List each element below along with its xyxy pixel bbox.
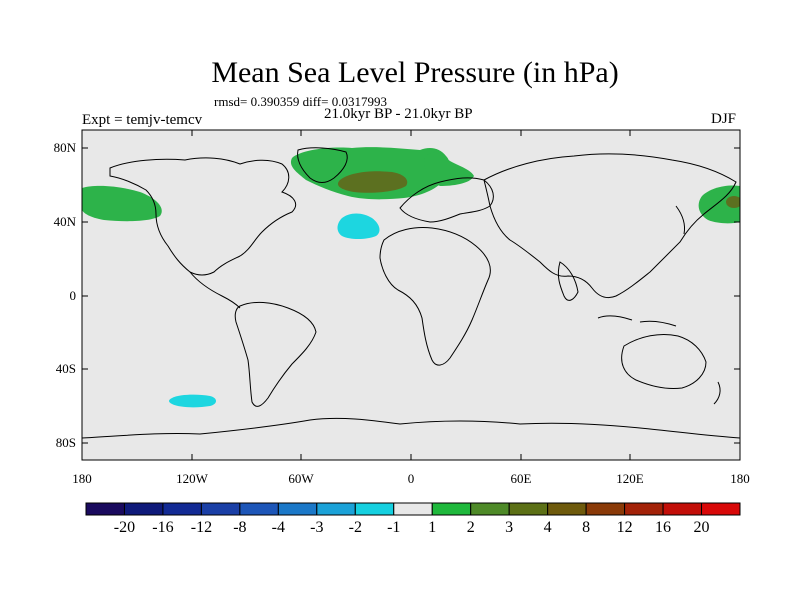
anomaly-scandinavia-lobe: [424, 152, 474, 186]
x-axis-ticks: [81, 130, 741, 460]
colorbar-box-2: [162, 502, 202, 516]
colorbar-box-15: [662, 502, 703, 516]
rmsd-diff-stats: rmsd= 0.390359 diff= 0.0317993: [214, 94, 387, 109]
colorbar-box-14: [624, 502, 664, 516]
coast-japan: [675, 205, 685, 235]
pressure-anomaly-fields: [82, 147, 740, 408]
coastlines: [82, 147, 740, 439]
coast-greenland: [297, 147, 348, 183]
anomaly-north-pacific-east: [698, 185, 740, 224]
colorbar-label-15: 20: [693, 519, 710, 536]
y-label-80n: 80N: [53, 140, 76, 155]
colorbar-label-9: 2: [466, 519, 475, 536]
colorbar-box-13: [585, 502, 626, 516]
colorbar-label-4: -4: [271, 519, 285, 536]
coast-india: [557, 261, 579, 301]
colorbar-label-11: 4: [543, 519, 552, 536]
anomaly-core-pacific-east: [726, 196, 740, 208]
colorbar-box-3: [200, 502, 241, 516]
colorbar-box-12: [547, 502, 587, 516]
coast-antarctica: [82, 417, 740, 439]
y-axis-ticks: [82, 147, 740, 444]
colorbar-box-6: [316, 502, 356, 516]
colorbar-label-5: -3: [310, 519, 324, 536]
anomaly-core-atlantic: [337, 171, 408, 193]
coast-south-america: [234, 301, 317, 407]
y-label-0: 0: [69, 288, 77, 303]
colorbar-box-10: [470, 502, 510, 516]
anomaly-negative-atlantic: [337, 213, 380, 239]
colorbar-box-8: [393, 502, 433, 516]
x-label-180e: 180: [730, 471, 750, 486]
colorbar-label-3: -8: [233, 519, 247, 536]
time-period-label: 21.0kyr BP - 21.0kyr BP: [324, 106, 473, 122]
colorbar-label-8: 1: [428, 519, 437, 536]
colorbar-label-14: 16: [655, 519, 672, 536]
experiment-label: Expt = temjv-temcv: [82, 112, 203, 128]
x-label-120e: 120E: [616, 471, 644, 486]
colorbar-label-2: -12: [190, 519, 213, 536]
colorbar-box-1: [123, 502, 164, 516]
colorbar-label-7: -1: [387, 519, 401, 536]
colorbar-label-6: -2: [348, 519, 362, 536]
colorbar-box-11: [508, 502, 549, 516]
coast-new-zealand: [713, 381, 721, 405]
colorbar-label-0: -20: [113, 519, 136, 536]
coast-central-america: [189, 271, 241, 309]
season-label: DJF: [711, 111, 737, 127]
map-title: Mean Sea Level Pressure (in hPa): [211, 56, 619, 89]
coast-north-america: [109, 157, 297, 276]
colorbar-box-16: [701, 502, 741, 516]
colorbar: [85, 502, 741, 516]
y-label-40s: 40S: [55, 361, 76, 376]
x-label-0: 0: [407, 471, 415, 486]
colorbar-box-5: [277, 502, 318, 516]
colorbar-label-10: 3: [505, 519, 514, 536]
anomaly-negative-south-pacific: [169, 394, 216, 408]
coast-indonesia: [597, 315, 677, 327]
colorbar-label-1: -16: [152, 519, 174, 536]
x-label-120w: 120W: [176, 471, 208, 486]
coast-australia: [621, 333, 707, 389]
coast-asia: [483, 153, 737, 299]
x-label-180w: 180: [72, 471, 92, 486]
colorbar-box-7: [354, 502, 395, 516]
y-label-80s: 80S: [55, 435, 76, 450]
colorbar-label-13: 12: [616, 519, 633, 536]
x-label-60e: 60E: [510, 471, 532, 486]
colorbar-box-4: [239, 502, 279, 516]
x-label-60w: 60W: [288, 471, 314, 486]
y-label-40n: 40N: [53, 214, 76, 229]
colorbar-box-9: [431, 502, 472, 516]
colorbar-box-0: [85, 502, 125, 516]
coast-africa: [379, 227, 491, 366]
anomaly-north-pacific-west: [82, 185, 162, 222]
colorbar-label-12: 8: [582, 519, 591, 536]
